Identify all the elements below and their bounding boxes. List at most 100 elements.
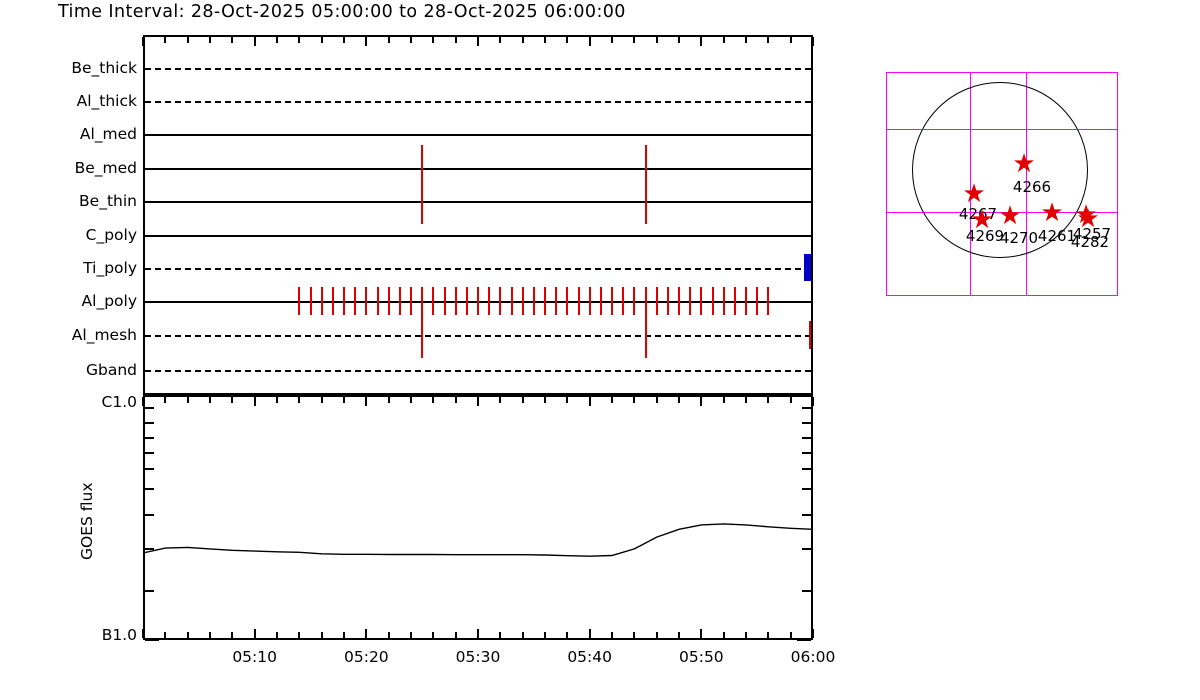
flux-y-tick [802, 436, 811, 439]
filter-line-al_med [145, 134, 811, 136]
event-marker-be_thin [644, 178, 647, 224]
filter-line-al_thick [145, 101, 811, 103]
event-marker-al_poly [756, 287, 759, 315]
flux-x-tick [365, 397, 368, 406]
timeline-tick [343, 37, 345, 43]
timeline-tick [588, 37, 591, 46]
timeline-tick [767, 37, 770, 43]
flux-x-tick [812, 397, 814, 406]
event-marker-al_poly [477, 287, 479, 315]
flux-y-tick [145, 422, 154, 425]
flux-x-tick [454, 397, 457, 403]
timeline-tick [700, 37, 703, 46]
filter-label-al_mesh: Al_mesh [71, 326, 137, 344]
timeline-tick [745, 37, 747, 43]
flux-x-tick [611, 397, 613, 403]
flux-x-tick [722, 632, 725, 638]
event-marker-al_poly [387, 287, 390, 315]
event-marker-al_mesh [421, 312, 424, 358]
flux-y-tick [145, 590, 154, 592]
timeline-tick [655, 37, 658, 43]
flux-y-tick [797, 639, 811, 641]
event-marker-al_mesh-edge [809, 321, 811, 349]
event-marker-al_poly [577, 287, 580, 315]
flux-ylabel-bottom: B1.0 [101, 626, 137, 644]
flux-x-tick [432, 632, 435, 638]
filter-line-be_thick [145, 68, 811, 70]
event-marker-al_poly [443, 287, 446, 315]
flux-x-tick [678, 632, 680, 638]
flux-y-tick [145, 467, 154, 470]
timeline-tick [253, 37, 256, 46]
flux-x-tick [588, 397, 591, 406]
flux-x-tick-label: 05:50 [678, 648, 724, 666]
page-title: Time Interval: 28-Oct-2025 05:00:00 to 2… [58, 2, 626, 22]
filter-label-be_thin: Be_thin [79, 192, 137, 210]
flux-y-tick [145, 639, 159, 641]
event-marker-al_mesh [644, 312, 647, 358]
flux-x-tick-label: 05:40 [567, 648, 612, 666]
event-marker-al_poly [599, 287, 602, 315]
flux-x-tick [566, 397, 569, 403]
flux-y-tick [802, 422, 811, 425]
active-region-star-4266: ★ [1012, 149, 1036, 179]
flux-x-tick [700, 397, 703, 406]
active-region-star-4267: ★ [962, 179, 986, 209]
flux-y-tick [802, 407, 811, 410]
flux-x-tick [276, 397, 278, 403]
event-marker-al_poly [566, 287, 569, 315]
flux-x-tick [655, 397, 658, 403]
event-marker-al_poly [521, 287, 524, 315]
flux-x-tick [320, 397, 323, 403]
flux-y-tick [802, 488, 811, 491]
active-region-star-4257: ★ [1074, 200, 1098, 230]
flux-y-tick [802, 467, 811, 470]
timeline-tick [789, 37, 792, 43]
event-marker-al_poly [622, 287, 625, 315]
flux-x-tick [499, 632, 502, 638]
flux-x-tick-label: 06:00 [790, 648, 836, 666]
flux-x-tick [343, 632, 345, 638]
flux-x-tick [432, 397, 435, 403]
active-region-label-4269: 4269 [965, 227, 1005, 245]
flux-x-tick [499, 397, 502, 403]
timeline-tick [142, 37, 144, 46]
flux-x-tick [209, 397, 211, 403]
timeline-tick [812, 37, 814, 46]
flux-x-tick [477, 629, 479, 638]
flux-x-tick [164, 632, 167, 638]
filter-label-c_poly: C_poly [85, 226, 137, 244]
timeline-tick [477, 37, 479, 46]
flux-y-tick [802, 548, 811, 551]
flux-x-tick [812, 629, 814, 638]
timeline-tick [722, 37, 725, 43]
active-region-label-4282: 4282 [1070, 233, 1110, 251]
event-marker-al_poly [488, 287, 491, 315]
flux-y-tick [145, 394, 159, 396]
active-region-label-4266: 4266 [1012, 178, 1052, 196]
flux-x-tick [700, 629, 703, 638]
flux-x-tick [611, 632, 613, 638]
flux-x-tick [722, 397, 725, 403]
flux-x-tick [365, 629, 368, 638]
active-region-label-4261: 4261 [1037, 227, 1077, 245]
flux-y-tick [802, 590, 811, 592]
flux-x-tick [343, 397, 345, 403]
filter-timeline-panel [143, 35, 813, 395]
active-region-star-4261: ★ [1040, 198, 1064, 228]
active-region-label-4257: 4257 [1072, 225, 1112, 243]
flux-x-tick [253, 397, 256, 406]
active-region-star-4282: ★ [1076, 204, 1100, 234]
goes-flux-panel [143, 395, 813, 640]
flux-y-tick [797, 394, 811, 396]
event-marker-al_poly [544, 287, 546, 315]
event-marker-al_poly [655, 287, 658, 315]
timeline-tick [499, 37, 502, 43]
event-marker-al_poly [432, 287, 435, 315]
event-marker-al_poly [365, 287, 368, 315]
flux-x-tick [410, 632, 412, 638]
flux-x-tick-label: 05:20 [343, 648, 389, 666]
event-marker-al_poly [633, 287, 636, 315]
event-marker-al_poly [499, 287, 502, 315]
